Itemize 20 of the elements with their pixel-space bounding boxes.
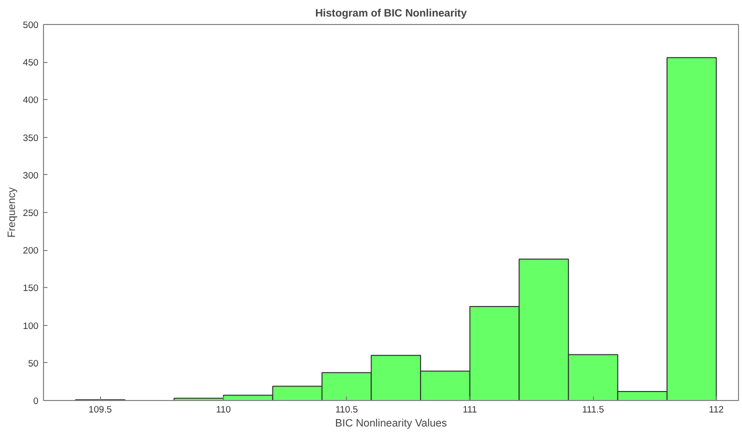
x-tick-label: 111	[462, 404, 477, 414]
chart-title: Histogram of BIC Nonlinearity	[315, 8, 467, 20]
x-axis-title: BIC Nonlinearity Values	[335, 418, 447, 430]
y-tick-label: 500	[22, 20, 39, 30]
x-tick-label: 110.5	[335, 404, 358, 414]
y-tick-label: 150	[22, 283, 39, 294]
y-tick-label: 0	[33, 396, 39, 406]
x-tick-label: 110	[216, 404, 231, 414]
y-tick-label: 50	[28, 358, 39, 368]
y-tick-label: 100	[22, 320, 39, 331]
y-tick-label: 400	[22, 95, 39, 106]
y-tick-label: 350	[22, 132, 39, 143]
y-axis-title: Frequency	[6, 186, 18, 238]
x-tick-label: 111.5	[582, 404, 604, 414]
y-tick-label: 250	[22, 208, 39, 218]
y-tick-label: 200	[22, 246, 39, 256]
y-tick-label: 450	[22, 58, 39, 68]
x-tick-label: 109.5	[88, 404, 112, 414]
x-tick-label: 112	[708, 404, 724, 414]
y-tick-label: 300	[22, 170, 39, 180]
